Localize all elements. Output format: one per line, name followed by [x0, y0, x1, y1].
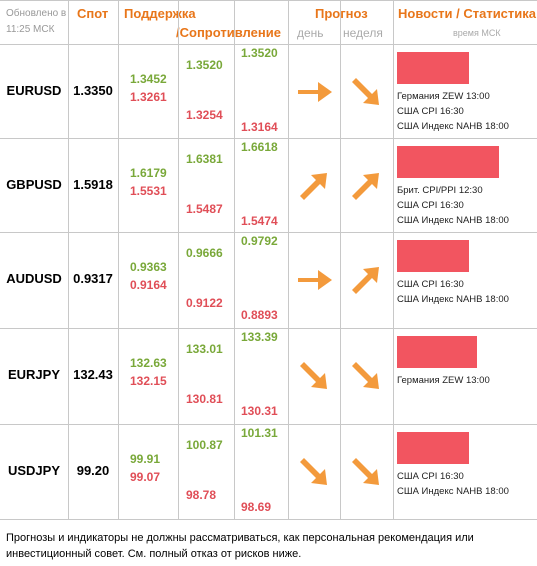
support-3: 1.3164 — [241, 120, 278, 134]
spot-header: Спот — [77, 6, 109, 21]
news-item: Брит. CPI/PPI 12:30 — [397, 185, 483, 196]
support-2: 1.3254 — [186, 108, 223, 122]
down-right-arrow — [346, 72, 386, 112]
support-1: 0.9164 — [130, 278, 167, 292]
support-2: 1.5487 — [186, 202, 223, 216]
news-importance-bar — [397, 336, 477, 368]
resistance-1: 132.63 — [130, 356, 167, 370]
resistance-2: 1.6381 — [186, 152, 223, 166]
news-item: США Индекс NAHB 18:00 — [397, 215, 509, 226]
news-item: США CPI 16:30 — [397, 471, 464, 482]
news-importance-bar — [397, 240, 469, 272]
support-3: 98.69 — [241, 500, 272, 514]
column-divider — [288, 0, 289, 520]
news-item: Германия ZEW 13:00 — [397, 91, 490, 102]
news-importance-bar — [397, 432, 469, 464]
support-2: 130.81 — [186, 392, 223, 406]
column-divider — [68, 0, 69, 520]
up-right-arrow — [294, 166, 334, 206]
resistance-1: 1.3452 — [130, 72, 167, 86]
news-header: Новости / Статистика — [398, 6, 537, 21]
news-item: США Индекс NAHB 18:00 — [397, 121, 509, 132]
right-arrow — [294, 260, 334, 300]
support-1: 99.07 — [130, 470, 161, 484]
column-divider — [178, 0, 179, 520]
pair-name: EURUSD — [6, 83, 62, 98]
right-arrow — [294, 72, 334, 112]
resistance-3: 133.39 — [241, 330, 278, 344]
support-2: 98.78 — [186, 488, 217, 502]
spot-price: 99.20 — [76, 463, 110, 478]
support-3: 1.5474 — [241, 214, 278, 228]
forecast-table: Обновлено в 11:25 МСК Спот Поддержка /Со… — [0, 0, 537, 520]
down-right-arrow — [294, 356, 334, 396]
spot-price: 1.5918 — [73, 177, 113, 192]
news-item: США Индекс NAHB 18:00 — [397, 486, 509, 497]
resistance-3: 1.6618 — [241, 140, 278, 154]
resistance-2: 0.9666 — [186, 246, 223, 260]
support-1: 132.15 — [130, 374, 167, 388]
row-divider — [0, 138, 537, 139]
up-right-arrow — [346, 260, 386, 300]
support-1: 1.5531 — [130, 184, 167, 198]
resistance-3: 0.9792 — [241, 234, 278, 248]
spot-price: 132.43 — [73, 367, 113, 382]
support-3: 0.8893 — [241, 308, 278, 322]
pair-name: EURJPY — [7, 367, 61, 382]
resistance-1: 99.91 — [130, 452, 161, 466]
news-item: США CPI 16:30 — [397, 106, 464, 117]
down-right-arrow — [294, 452, 334, 492]
support-1: 1.3261 — [130, 90, 167, 104]
row-divider — [0, 0, 537, 1]
disclaimer: Прогнозы и индикаторы не должны рассматр… — [6, 532, 474, 560]
resistance-1: 0.9363 — [130, 260, 167, 274]
resistance-2: 1.3520 — [186, 58, 223, 72]
spot-price: 1.3350 — [73, 83, 113, 98]
day-header: день — [297, 26, 324, 40]
pair-name: AUDUSD — [6, 271, 62, 286]
row-divider — [0, 328, 537, 329]
updated-time: Обновлено в 11:25 МСК — [6, 8, 67, 35]
news-item: США CPI 16:30 — [397, 200, 464, 211]
column-divider — [118, 0, 119, 520]
resistance-3: 101.31 — [241, 426, 278, 440]
pair-name: USDJPY — [7, 463, 61, 478]
resistance-3: 1.3520 — [241, 46, 278, 60]
news-item: Германия ZEW 13:00 — [397, 375, 490, 386]
pair-name: GBPUSD — [6, 177, 62, 192]
column-divider — [340, 0, 341, 520]
week-header: неделя — [343, 26, 383, 40]
column-divider — [393, 0, 394, 520]
row-divider — [0, 424, 537, 425]
column-divider — [234, 0, 235, 520]
forecast-header: Прогноз — [315, 6, 368, 21]
news-item: США Индекс NAHB 18:00 — [397, 294, 509, 305]
down-right-arrow — [346, 356, 386, 396]
spot-price: 0.9317 — [73, 271, 113, 286]
news-importance-bar — [397, 52, 469, 84]
row-divider — [0, 519, 537, 520]
resistance-2: 100.87 — [186, 438, 223, 452]
down-right-arrow — [346, 452, 386, 492]
news-item: США CPI 16:30 — [397, 279, 464, 290]
resistance-2: 133.01 — [186, 342, 223, 356]
support-2: 0.9122 — [186, 296, 223, 310]
row-divider — [0, 44, 537, 45]
resistance-header: /Сопротивление — [176, 25, 281, 40]
support-3: 130.31 — [241, 404, 278, 418]
news-subheader: время МСК — [453, 28, 501, 38]
support-header: Поддержка — [124, 6, 196, 21]
resistance-1: 1.6179 — [130, 166, 167, 180]
news-importance-bar — [397, 146, 499, 178]
up-right-arrow — [346, 166, 386, 206]
row-divider — [0, 232, 537, 233]
